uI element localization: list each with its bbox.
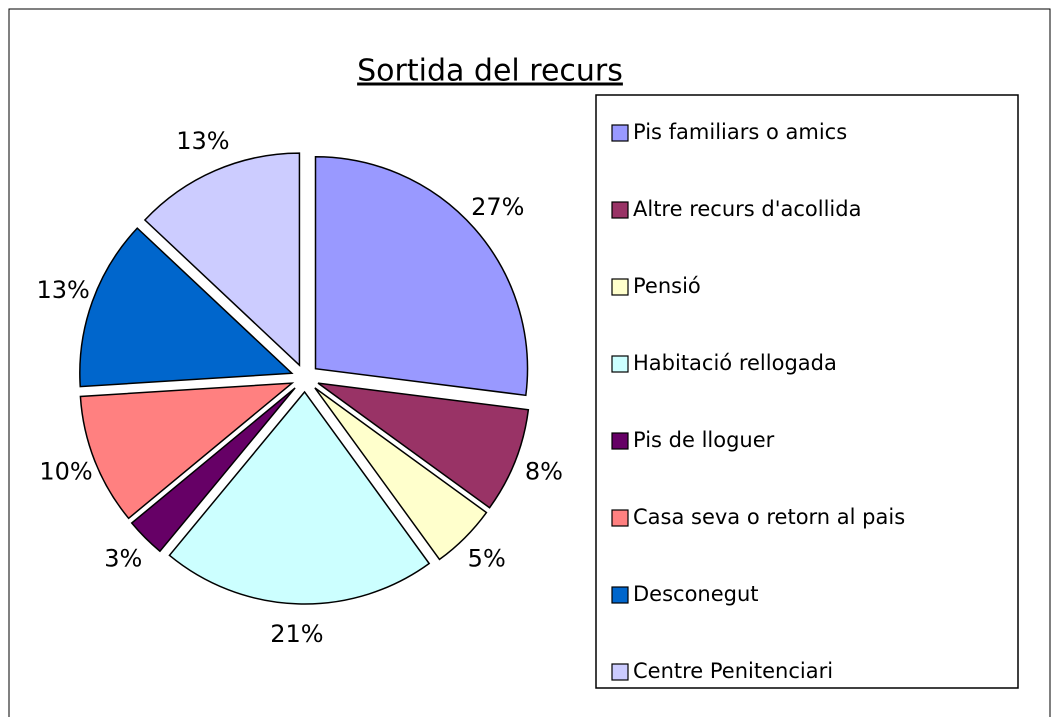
legend-swatch: [611, 586, 629, 604]
chart-frame: [8, 8, 1051, 717]
legend-label: Altre recurs d'acollida: [633, 197, 861, 221]
legend-label: Centre Penitenciari: [633, 659, 833, 683]
legend-label: Pis familiars o amics: [633, 120, 847, 144]
legend-label: Desconegut: [633, 582, 759, 606]
legend-swatch: [611, 124, 629, 142]
legend-swatch: [611, 278, 629, 296]
legend-swatch: [611, 663, 629, 681]
data-label: 13%: [176, 127, 229, 155]
data-label: 3%: [104, 545, 142, 573]
data-label: 13%: [37, 276, 90, 304]
pie-slice: [314, 387, 488, 561]
legend-swatch: [611, 201, 629, 219]
data-label: 8%: [525, 458, 563, 486]
pie-slice: [79, 382, 295, 520]
legend-swatch: [611, 432, 629, 450]
legend-label: Pis de lloguer: [633, 428, 775, 452]
chart-title: Sortida del recurs: [357, 54, 623, 89]
legend-label: Habitació rellogada: [633, 351, 837, 375]
legend-label: Pensió: [633, 274, 701, 298]
pie-slice: [143, 152, 301, 367]
pie-slice: [317, 382, 530, 509]
pie-slice: [168, 390, 431, 605]
pie-slice: [130, 387, 296, 553]
pie-slice: [314, 155, 529, 397]
pie-slice: [79, 227, 294, 388]
data-label: 5%: [468, 545, 506, 573]
legend-box: [595, 94, 1019, 689]
data-label: 21%: [270, 620, 323, 648]
legend-label: Casa seva o retorn al pais: [633, 505, 905, 529]
data-label: 27%: [471, 193, 524, 221]
data-label: 10%: [39, 458, 92, 486]
legend-swatch: [611, 509, 629, 527]
legend-swatch: [611, 355, 629, 373]
